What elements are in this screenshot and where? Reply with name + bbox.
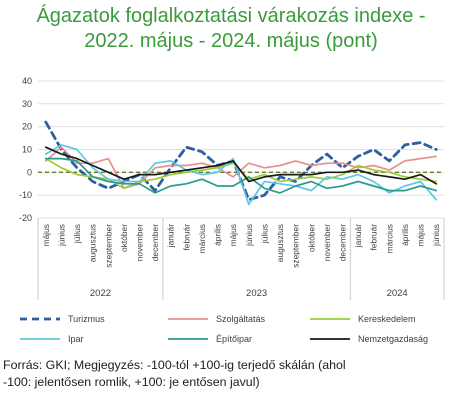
source-note-line-2: -100: jelentősen romlik, +100: je entőse… [3, 375, 260, 389]
legend-label: Nemzetgazdaság [358, 334, 429, 344]
chart-title-line-2: 2022. május - 2024. május (pont) [84, 30, 378, 52]
chart-title-line-1: Ágazatok foglalkoztatási várakozás index… [36, 5, 426, 27]
x-tick-label: február [369, 224, 379, 251]
y-tick-label: 20 [22, 122, 32, 132]
legend-label: Kereskedelem [358, 314, 416, 324]
x-tick-label: december [150, 224, 160, 261]
x-tick-label: február [181, 224, 191, 251]
x-tick-label: augusztus [275, 224, 285, 262]
year-label: 2024 [387, 288, 408, 299]
year-label: 2023 [246, 288, 267, 299]
x-tick-label: január [166, 224, 176, 248]
series-line-nemzetgazdaság [44, 146, 438, 185]
series-line-építőipar [44, 157, 438, 194]
legend-item: Turizmus [18, 312, 105, 326]
x-tick-label: május [228, 224, 238, 246]
chart-title: Ágazatok foglalkoztatási várakozás index… [0, 4, 462, 54]
x-tick-label: június [244, 224, 254, 247]
y-tick-label: 40 [22, 76, 32, 86]
x-tick-label: május [416, 224, 426, 246]
year-label: 2022 [90, 288, 111, 299]
legend-label: Építőipar [216, 334, 253, 344]
source-note: Forrás: GKI; Megjegyzés: -100-tól +100-i… [3, 357, 459, 391]
x-tick-label: január [353, 224, 363, 248]
x-tick-label: szeptember [291, 224, 301, 268]
legend-label: Ipar [68, 334, 84, 344]
source-note-line-1: Forrás: GKI; Megjegyzés: -100-tól +100-i… [3, 358, 346, 372]
y-axis: -20 -10 0 10 20 30 40 [19, 76, 32, 223]
y-tick-label: 10 [22, 145, 32, 155]
x-tick-label: március [384, 224, 394, 253]
legend-swatch [20, 317, 60, 321]
x-tick-label: június [56, 224, 66, 247]
y-tick-label: 30 [22, 99, 32, 109]
x-tick-label: szeptember [103, 224, 113, 268]
x-tick-label: április [400, 224, 410, 246]
legend-swatch [310, 338, 350, 340]
x-tick-label: május [41, 224, 51, 246]
legend-item: Építőipar [166, 332, 252, 346]
x-tick-label: augusztus [88, 224, 98, 262]
line-chart: -20 -10 0 10 20 30 40 május június július auguszt… [19, 76, 445, 300]
legend-item: Kereskedelem [308, 312, 416, 326]
legend-label: Turizmus [68, 314, 105, 324]
x-tick-label: március [197, 224, 207, 253]
legend-swatch [168, 318, 208, 320]
y-tick-label: -10 [19, 190, 32, 200]
x-tick-label: október [119, 224, 129, 252]
legend-swatch [168, 338, 208, 340]
legend-swatch [20, 338, 60, 340]
x-tick-label: október [306, 224, 316, 252]
x-tick-label: december [338, 224, 348, 261]
x-tick-label: július [259, 224, 269, 244]
x-tick-label: június [431, 224, 441, 247]
y-tick-label: 0 [27, 167, 32, 177]
legend-swatch [310, 318, 350, 320]
x-tick-label: november [322, 224, 332, 261]
legend-label: Szolgáltatás [216, 314, 266, 324]
legend-item: Ipar [18, 332, 84, 346]
x-tick-label: november [135, 224, 145, 261]
x-axis: május június július augusztus szeptember októ… [37, 218, 445, 300]
legend-item: Nemzetgazdaság [308, 332, 428, 346]
series-lines [44, 120, 438, 206]
gridlines [38, 80, 444, 219]
x-tick-label: július [72, 224, 82, 244]
x-tick-label: április [213, 224, 223, 246]
series-line-turizmus [44, 120, 438, 202]
legend-item: Szolgáltatás [166, 312, 265, 326]
y-tick-label: -20 [19, 213, 32, 223]
